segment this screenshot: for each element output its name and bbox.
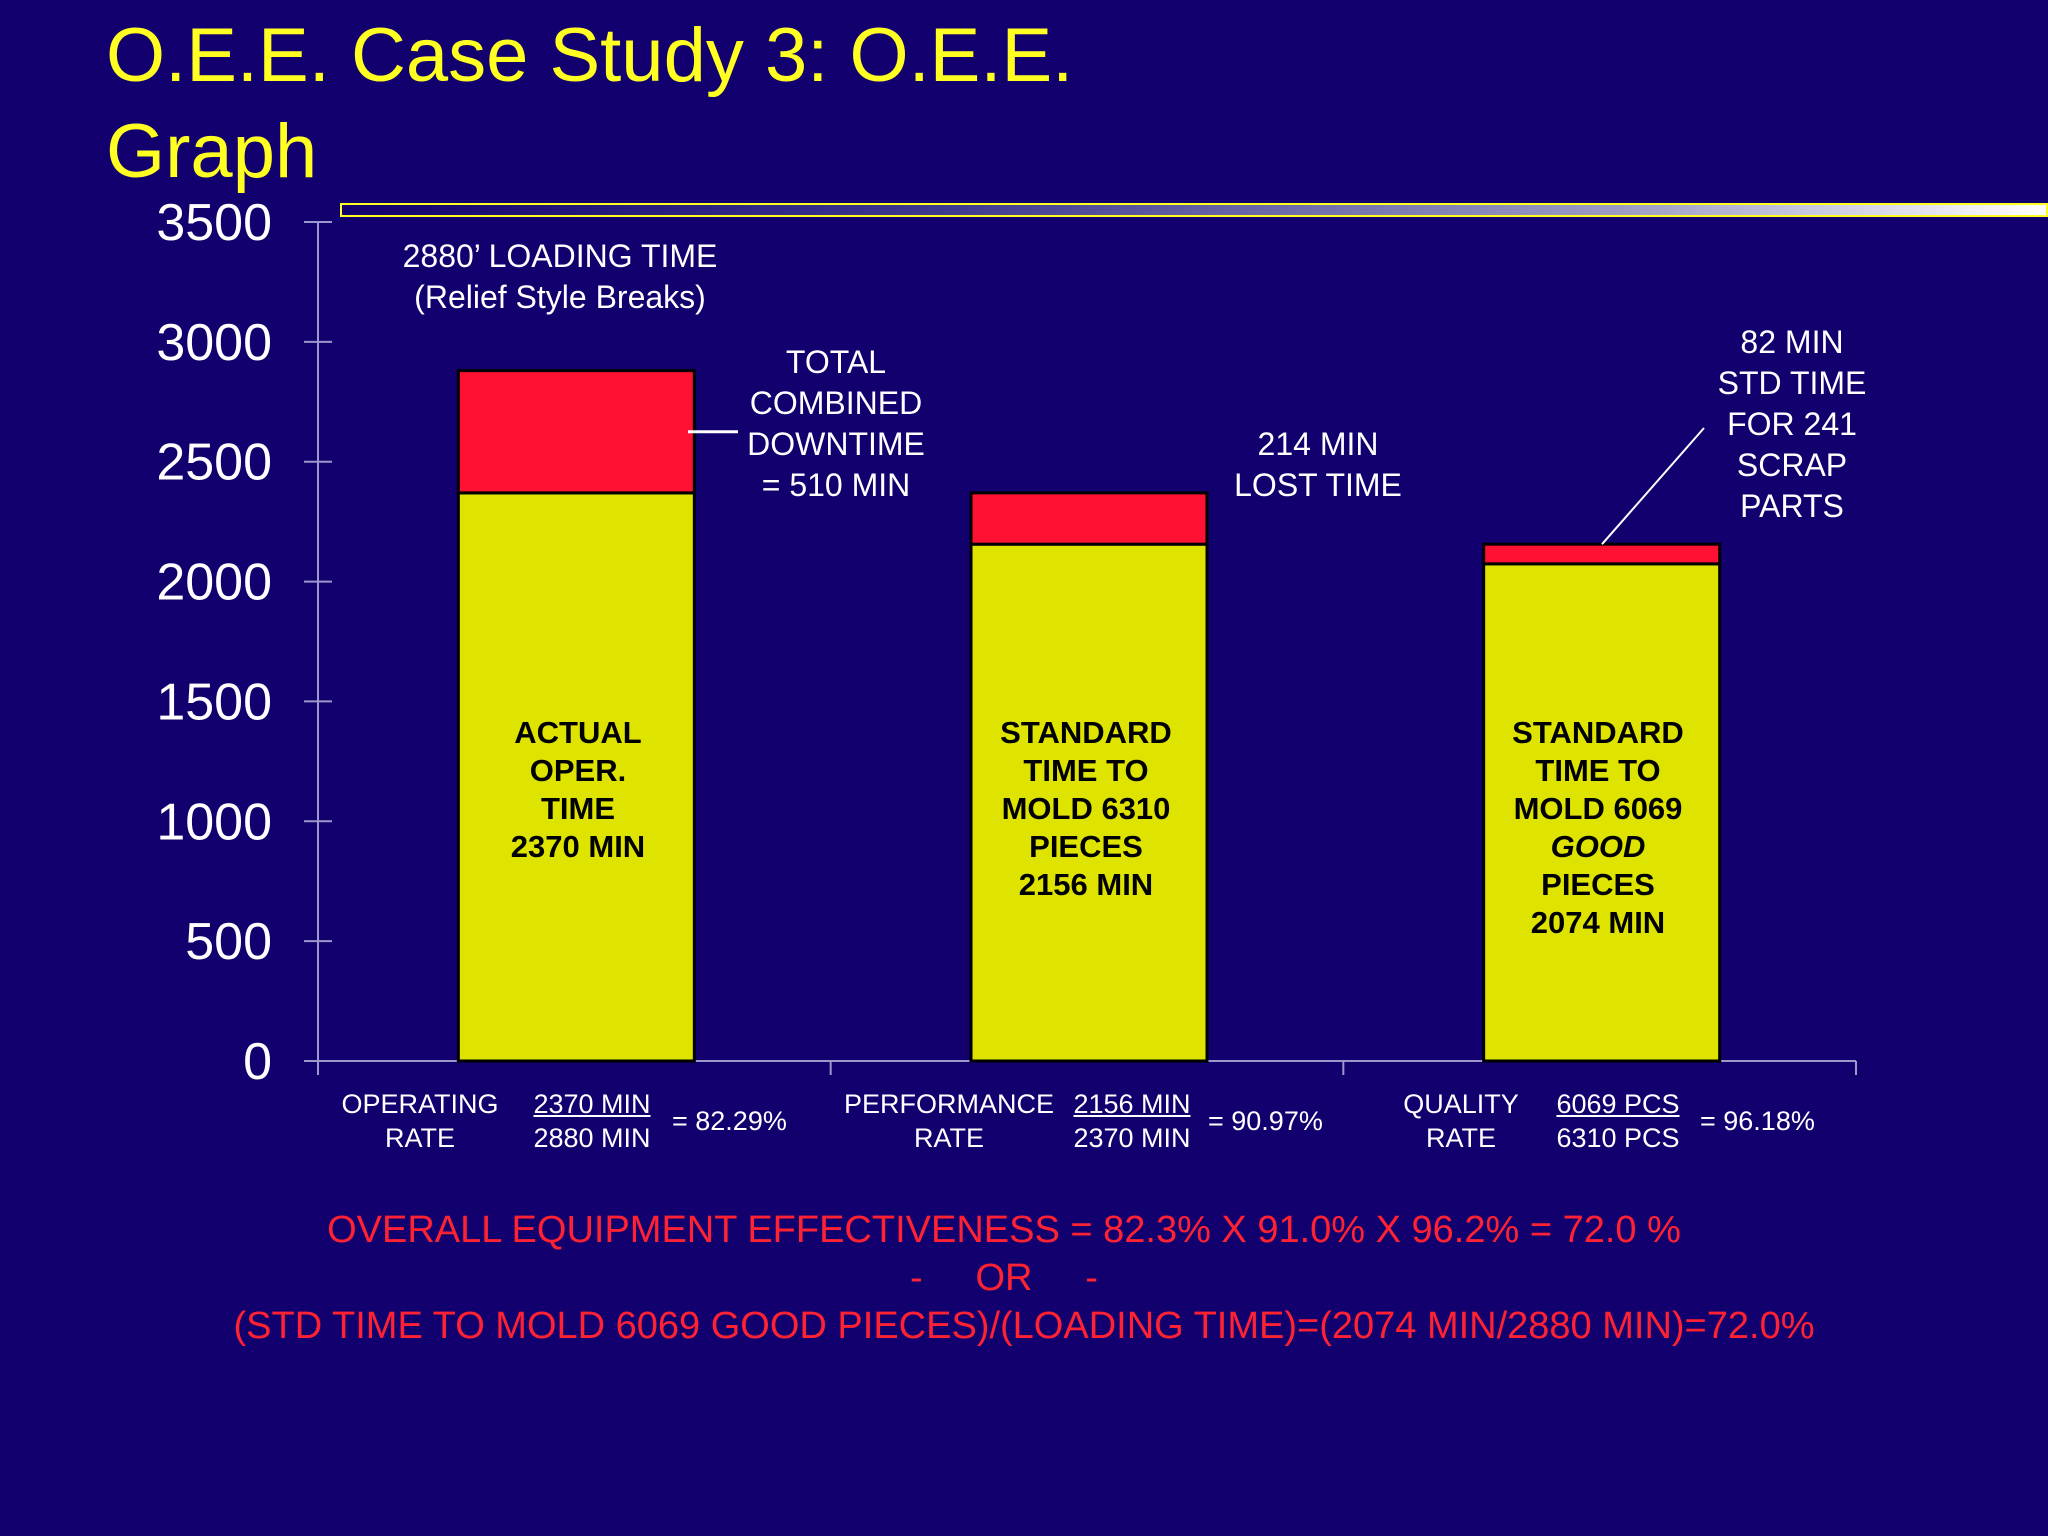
operating-rate-name-line-1: OPERATING — [341, 1089, 499, 1119]
bar-loss-segment — [1482, 542, 1722, 566]
lost-time-line-2: LOST TIME — [1234, 467, 1402, 503]
oee-alternate-equation: (STD TIME TO MOLD 6069 GOOD PIECES)/(LOA… — [233, 1305, 1815, 1347]
downtime-line-4: = 510 MIN — [761, 467, 911, 503]
quality-rate-name-line-1: QUALITY — [1403, 1089, 1519, 1119]
quality-rate-name-line-2: RATE — [1425, 1123, 1496, 1153]
performance-rate-numerator: 2156 MIN — [1073, 1089, 1191, 1119]
downtime-line-3: DOWNTIME — [747, 426, 925, 462]
lost-time-line-1: 214 MIN — [1257, 426, 1379, 462]
bar-2-label-line-1: STANDARD — [1000, 715, 1172, 750]
scrap-line-2: STD TIME — [1717, 365, 1867, 401]
performance-rate-fraction: 2156 MIN 2370 MIN — [1062, 1087, 1202, 1155]
scrap-note: 82 MIN STD TIME FOR 241 SCRAP PARTS — [1660, 322, 1924, 527]
bar-1-label: ACTUAL OPER. TIME 2370 MIN — [458, 714, 698, 866]
bar-2-label-line-5: 2156 MIN — [1018, 867, 1154, 902]
bar-2-label-line-2: TIME TO — [1023, 753, 1149, 788]
performance-rate-name-line-1: PERFORMANCE — [843, 1089, 1054, 1119]
bar-3-label-line-4: GOOD — [1550, 829, 1646, 864]
scrap-leader-line — [1601, 427, 1705, 545]
loading-time-line-2: (Relief Style Breaks) — [414, 279, 706, 315]
bar-1-label-line-1: ACTUAL — [514, 715, 642, 750]
downtime-line-2: COMBINED — [749, 385, 923, 421]
y-tick-label: 1500 — [156, 673, 272, 731]
quality-rate-denominator: 6310 PCS — [1556, 1123, 1680, 1153]
loading-time-line-1: 2880’ LOADING TIME — [402, 238, 718, 274]
bar-3-label-line-5: PIECES — [1541, 867, 1655, 902]
downtime-line-1: TOTAL — [785, 344, 887, 380]
operating-rate-name-line-2: RATE — [384, 1123, 455, 1153]
bar-3-label-line-3: MOLD 6069 — [1513, 791, 1683, 826]
bar-productive-segment — [456, 491, 696, 1063]
oee-equation: OVERALL EQUIPMENT EFFECTIVENESS = 82.3% … — [327, 1209, 1681, 1251]
y-tick-label: 1000 — [156, 793, 272, 851]
bar-2-label-line-4: PIECES — [1029, 829, 1143, 864]
y-tick-label: 500 — [185, 913, 272, 971]
bar-3-label: STANDARD TIME TO MOLD 6069 GOOD PIECES 2… — [1478, 714, 1718, 942]
y-tick-label: 3500 — [156, 194, 272, 252]
performance-rate-name: PERFORMANCE RATE — [834, 1087, 1064, 1155]
performance-rate-result: = 90.97% — [1208, 1106, 1323, 1136]
y-tick-label: 2500 — [156, 434, 272, 492]
operating-rate-name: OPERATING RATE — [330, 1087, 510, 1155]
bar-loss-segment — [456, 369, 696, 495]
scrap-line-3: FOR 241 — [1727, 406, 1857, 442]
bar-3-label-line-2: TIME TO — [1535, 753, 1661, 788]
title-underline-bar — [340, 203, 2048, 217]
scrap-line-5: PARTS — [1740, 488, 1844, 524]
bar-loss-segment — [969, 491, 1209, 546]
quality-rate-numerator: 6069 PCS — [1556, 1089, 1680, 1119]
quality-rate-fraction: 6069 PCS 6310 PCS — [1548, 1087, 1688, 1155]
y-tick-label: 0 — [243, 1033, 272, 1091]
loading-time-note: 2880’ LOADING TIME (Relief Style Breaks) — [370, 236, 750, 318]
bar-1-label-line-4: 2370 MIN — [510, 829, 646, 864]
operating-rate-numerator: 2370 MIN — [533, 1089, 651, 1119]
lost-time-note: 214 MIN LOST TIME — [1200, 424, 1436, 506]
operating-rate-result: = 82.29% — [672, 1106, 787, 1136]
operating-rate-denominator: 2880 MIN — [533, 1123, 651, 1153]
scrap-line-1: 82 MIN — [1740, 324, 1844, 360]
bar-3-label-line-6: 2074 MIN — [1530, 905, 1666, 940]
quality-rate-result: = 96.18% — [1700, 1106, 1815, 1136]
bar-2-label: STANDARD TIME TO MOLD 6310 PIECES 2156 M… — [966, 714, 1206, 904]
oee-or-separator: - OR - — [910, 1257, 1098, 1299]
scrap-line-4: SCRAP — [1736, 447, 1848, 483]
performance-rate-denominator: 2370 MIN — [1073, 1123, 1191, 1153]
bar-2-label-line-3: MOLD 6310 — [1001, 791, 1171, 826]
operating-rate-fraction: 2370 MIN 2880 MIN — [522, 1087, 662, 1155]
bar-1-label-line-2: OPER. — [529, 753, 627, 788]
performance-rate-name-line-2: RATE — [913, 1123, 984, 1153]
quality-rate-name: QUALITY RATE — [1376, 1087, 1546, 1155]
bar-3-label-line-1: STANDARD — [1512, 715, 1684, 750]
y-tick-label: 3000 — [156, 314, 272, 372]
downtime-note: TOTAL COMBINED DOWNTIME = 510 MIN — [716, 342, 956, 506]
bar-productive-segment — [969, 542, 1209, 1063]
y-tick-label: 2000 — [156, 554, 272, 612]
bar-1-label-line-3: TIME — [540, 791, 616, 826]
slide-title: O.E.E. Case Study 3: O.E.E. Graph — [106, 13, 1074, 194]
